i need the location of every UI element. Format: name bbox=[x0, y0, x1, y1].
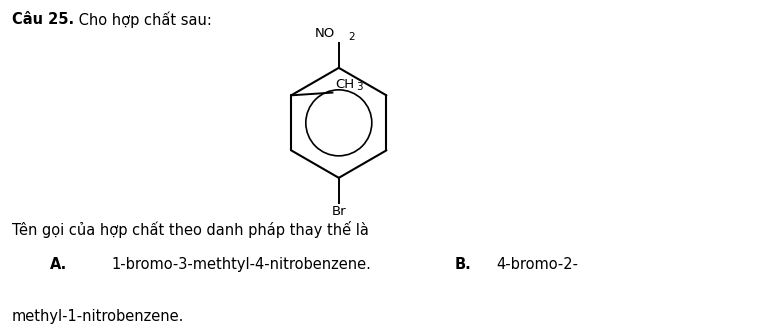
Text: Cho hợp chất sau:: Cho hợp chất sau: bbox=[74, 12, 212, 28]
Text: A.: A. bbox=[50, 257, 67, 272]
Text: Br: Br bbox=[332, 205, 346, 218]
Text: CH: CH bbox=[336, 78, 355, 91]
Text: methyl-1-nitrobenzene.: methyl-1-nitrobenzene. bbox=[12, 309, 184, 324]
Text: B.: B. bbox=[454, 257, 471, 272]
Text: 1-bromo-3-methtyl-4-nitrobenzene.: 1-bromo-3-methtyl-4-nitrobenzene. bbox=[112, 257, 371, 272]
Text: 4-bromo-2-: 4-bromo-2- bbox=[497, 257, 578, 272]
Text: 3: 3 bbox=[357, 82, 363, 92]
Text: NO: NO bbox=[315, 28, 335, 41]
Text: 2: 2 bbox=[348, 32, 355, 42]
Text: Câu 25.: Câu 25. bbox=[12, 12, 74, 27]
Text: Tên gọi của hợp chất theo danh pháp thay thế là: Tên gọi của hợp chất theo danh pháp thay… bbox=[12, 221, 368, 238]
